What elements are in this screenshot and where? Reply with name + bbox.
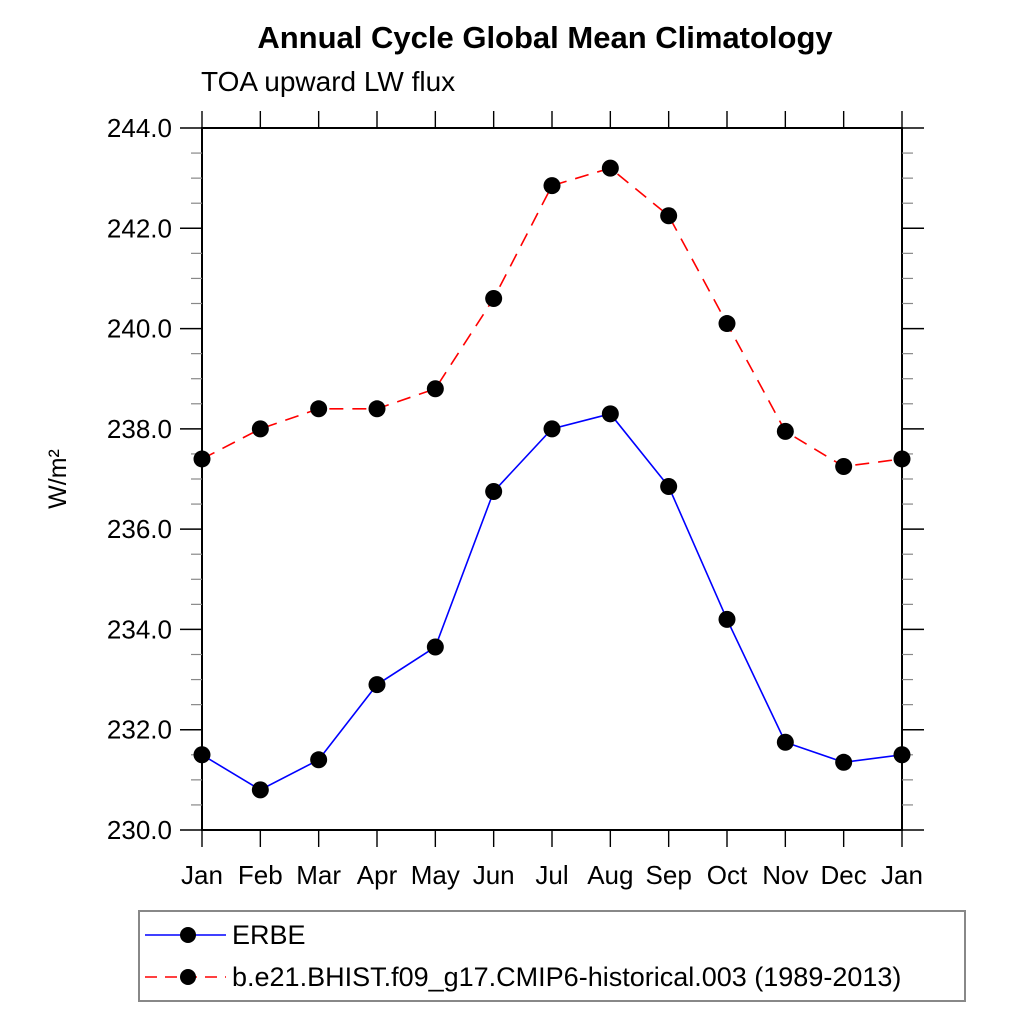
series-points-0 bbox=[193, 405, 911, 799]
x-tick-label: Jun bbox=[473, 860, 515, 890]
legend: ERBE b.e21.BHIST.f09_g17.CMIP6-historica… bbox=[138, 910, 966, 1002]
x-tick-label: Oct bbox=[707, 860, 748, 890]
x-tick-label: Aug bbox=[587, 860, 633, 890]
x-tick-label: Nov bbox=[762, 860, 808, 890]
x-tick-label: Mar bbox=[296, 860, 341, 890]
chart-title: Annual Cycle Global Mean Climatology bbox=[257, 20, 833, 55]
legend-item-erbe: ERBE bbox=[144, 919, 964, 950]
y-tick-label: 234.0 bbox=[107, 614, 172, 644]
x-tick-label: Apr bbox=[357, 860, 398, 890]
x-tick-label: Jan bbox=[181, 860, 223, 890]
y-axis-title: W/m² bbox=[44, 449, 72, 509]
legend-label-model: b.e21.BHIST.f09_g17.CMIP6-historical.003… bbox=[232, 961, 902, 992]
y-tick-label: 238.0 bbox=[107, 414, 172, 444]
x-tick-label: May bbox=[411, 860, 460, 890]
y-axis: 230.0 232.0 234.0 236.0 238.0 240.0 242.0 244.0 bbox=[107, 113, 924, 845]
y-tick-label: 230.0 bbox=[107, 815, 172, 845]
series-line-0 bbox=[201, 412, 903, 791]
y-tick-label: 236.0 bbox=[107, 514, 172, 544]
legend-item-model: b.e21.BHIST.f09_g17.CMIP6-historical.003… bbox=[144, 961, 964, 992]
x-axis: Jan Feb Mar Apr May Jun Jul Aug Sep Oct Nov Dec Jan bbox=[181, 111, 923, 890]
x-tick-label: Dec bbox=[821, 860, 867, 890]
x-tick-label: Jul bbox=[535, 860, 568, 890]
series-points-1 bbox=[193, 159, 911, 475]
chart-subtitle: TOA upward LW flux bbox=[201, 66, 456, 97]
y-tick-label: 242.0 bbox=[107, 213, 172, 243]
model-legend-line-icon bbox=[145, 969, 226, 985]
y-tick-label: 232.0 bbox=[107, 715, 172, 745]
plot-frame bbox=[201, 127, 903, 831]
x-tick-label: Sep bbox=[646, 860, 692, 890]
x-tick-label: Jan bbox=[881, 860, 923, 890]
y-tick-label: 240.0 bbox=[107, 314, 172, 344]
y-tick-label: 244.0 bbox=[107, 113, 172, 143]
legend-label-erbe: ERBE bbox=[232, 919, 306, 950]
erbe-legend-line-icon bbox=[145, 927, 226, 943]
x-tick-label: Feb bbox=[238, 860, 283, 890]
